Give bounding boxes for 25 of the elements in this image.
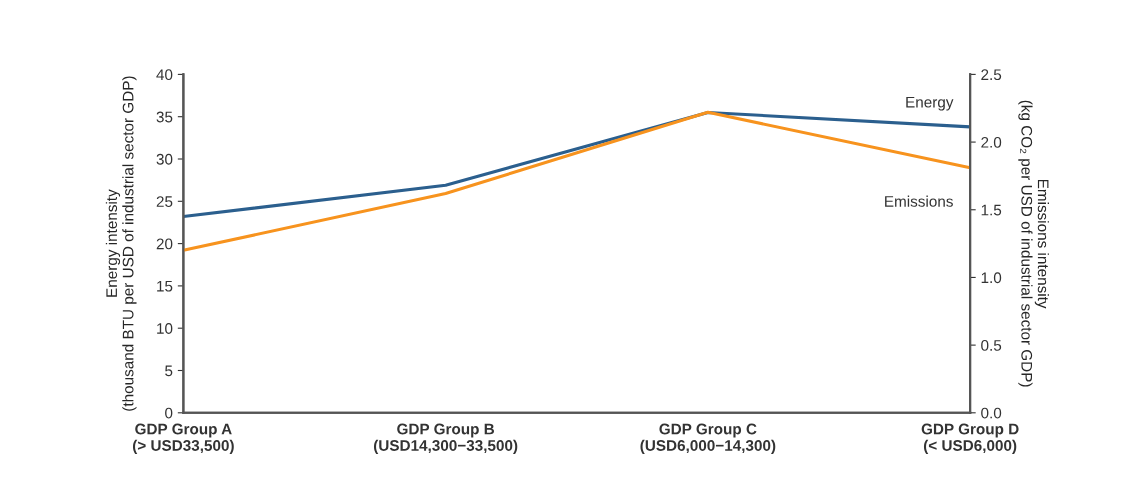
x-tick-label: GDP Group D (< USD6,000) — [921, 423, 1019, 454]
y-tick-label: 20 — [156, 238, 173, 250]
text: Emissions — [885, 195, 953, 207]
y2-tick-label: 0.5 — [981, 339, 1002, 351]
y2-tick-label: 0.0 — [981, 407, 1002, 419]
line-series — [183, 110, 971, 219]
x-tick-label: GDP Group B (USD14,300−33,500) — [373, 423, 518, 454]
line-series — [183, 110, 971, 252]
y-tick-label: 0 — [165, 407, 173, 419]
y-tick-label: 5 — [165, 365, 173, 377]
y2-tick-label: 1.5 — [981, 204, 1002, 216]
y-tick-label: 35 — [156, 111, 173, 123]
y-tick-label: 25 — [156, 196, 173, 207]
y-tick-label: 10 — [157, 323, 173, 334]
x-tick-label: GDP Group A (> USD33,500) — [132, 423, 234, 454]
y2-tick-label: 1.0 — [981, 272, 1002, 284]
y2-tick-label: 2.5 — [981, 69, 1002, 81]
series-label: Energy — [906, 96, 954, 111]
y-tick-label: 30 — [156, 153, 173, 165]
y2-tick-label: 2.0 — [981, 136, 1002, 148]
x-tick-label: GDP Group C (USD6,000−14,300) — [640, 423, 776, 454]
y-tick-label: 15 — [157, 280, 173, 292]
y2-axis-title: Emissions intensity (kg CO₂ per USD of industrial sector GDP) — [1018, 100, 1049, 387]
y-tick-label: 40 — [156, 69, 173, 81]
y-axis-title: Energy intensity (thousand BTU per USD of industrial sector GDP) — [105, 76, 137, 411]
